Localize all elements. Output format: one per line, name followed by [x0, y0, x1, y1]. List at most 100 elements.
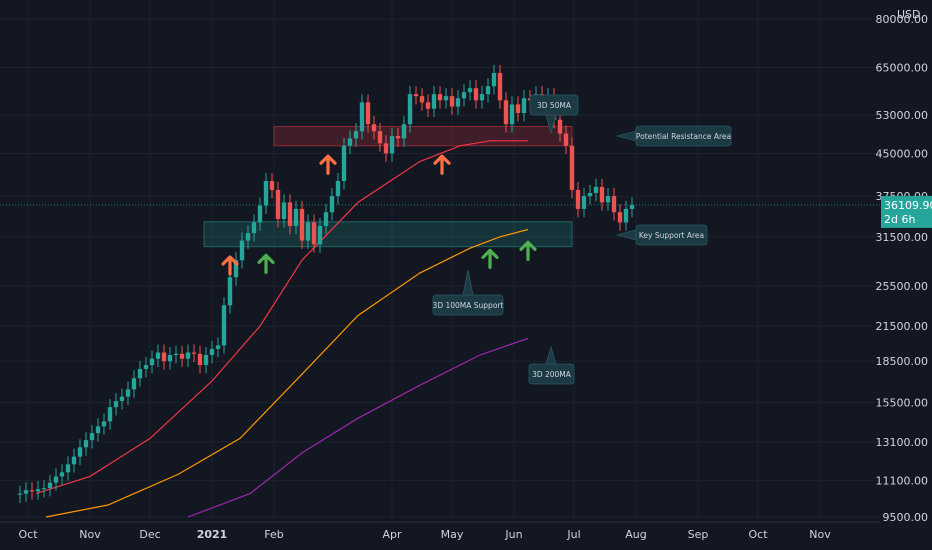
candle-body: [101, 421, 107, 427]
currency-label: USD: [897, 8, 921, 21]
callout-text: 3D 50MA: [537, 101, 572, 110]
candle-body: [59, 472, 65, 477]
candle-body: [311, 222, 317, 245]
candle-body: [611, 196, 617, 213]
candle-body: [509, 104, 515, 125]
candle-body: [515, 104, 521, 114]
arrow-up-icon: [257, 253, 275, 274]
price-tag-box: [881, 195, 932, 228]
x-axis[interactable]: Oct Nov Dec 2021 Feb Apr May Jun Jul Aug Sep Oct Nov: [0, 521, 880, 541]
arrow-up-icon: [319, 154, 337, 175]
candle-body: [455, 98, 461, 107]
y-tick-label: 25500.00: [876, 280, 929, 293]
y-tick-label: 13100.00: [876, 436, 929, 449]
x-tick-label: Feb: [264, 528, 283, 541]
candle-body: [149, 358, 155, 366]
candle-body: [521, 98, 527, 114]
candle-body: [323, 212, 329, 226]
candle-body: [575, 189, 581, 209]
candle-body: [587, 192, 593, 197]
candle-body: [185, 352, 191, 359]
candle-body: [179, 353, 185, 359]
callout-box: [635, 125, 732, 147]
candle-body: [623, 208, 629, 223]
candle-body: [377, 131, 383, 144]
candle-body: [191, 352, 197, 354]
x-tick-label: Oct: [748, 528, 768, 541]
candle-body: [257, 205, 263, 223]
candle-countdown: 2d 6h: [884, 213, 915, 226]
candle-body: [383, 143, 389, 154]
candle-body: [425, 102, 431, 109]
x-tick-label: May: [441, 528, 464, 541]
ma-line: [35, 140, 528, 495]
candle-body: [605, 196, 611, 203]
y-tick-label: 53000.00: [876, 109, 929, 122]
arrow-up-icon: [221, 255, 239, 276]
callout-box: [432, 294, 504, 316]
callout-box: [635, 224, 708, 246]
candle-body: [233, 260, 239, 278]
candle-body: [167, 354, 173, 362]
candle-body: [83, 440, 89, 448]
y-tick-label: 9500.00: [883, 511, 929, 524]
candle-body: [65, 464, 71, 473]
candle-body: [563, 133, 569, 146]
candle-body: [239, 240, 245, 261]
candle-body: [113, 401, 119, 408]
candle-body: [77, 447, 83, 457]
candle-body: [473, 88, 479, 101]
candle-body: [557, 119, 563, 134]
candle-body: [287, 202, 293, 226]
candle-body: [245, 233, 251, 241]
candle-body: [71, 456, 77, 465]
candle-body: [221, 305, 227, 346]
candle-body: [143, 365, 149, 369]
candle-body: [359, 102, 365, 132]
candle-body: [209, 348, 215, 355]
candle-body: [95, 426, 101, 434]
candle-body: [449, 96, 455, 107]
resistance_area-callout: Potential Resistance Area: [615, 125, 732, 147]
ma-line: [187, 337, 529, 518]
candle-body: [599, 186, 605, 203]
x-tick-label: Oct: [18, 528, 38, 541]
candle-body: [395, 135, 401, 139]
candle-body: [401, 124, 407, 139]
y-tick-label: 65000.00: [876, 62, 929, 75]
y-axis[interactable]: 9500.00 11100.00 13100.00 15500.00 18500.00 2…: [876, 13, 929, 524]
support-zone: [203, 221, 573, 248]
candle-body: [305, 222, 311, 241]
moving-averages: [35, 140, 529, 518]
candle-body: [341, 145, 347, 182]
y-tick-label: 80000.00: [876, 13, 929, 26]
candle-body: [269, 181, 275, 190]
candle-body: [593, 186, 599, 193]
x-tick-label: Apr: [382, 528, 402, 541]
candle-body: [413, 94, 419, 97]
candle-body: [419, 96, 425, 103]
candle-body: [161, 352, 167, 362]
callout-text: Potential Resistance Area: [636, 132, 731, 141]
candle-body: [347, 138, 353, 146]
candle-body: [365, 102, 371, 125]
candle-body: [497, 72, 503, 101]
candle-body: [407, 94, 413, 125]
grid: [0, 0, 880, 520]
candle-body: [173, 353, 179, 355]
candle-body: [23, 490, 29, 494]
candle-body: [491, 72, 497, 87]
candle-body: [251, 222, 257, 234]
candle-body: [17, 493, 23, 495]
ma-line: [45, 228, 529, 518]
x-tick-label: Jun: [504, 528, 522, 541]
candle-body: [503, 100, 509, 125]
arrow-up-icon: [433, 154, 451, 175]
candle-body: [617, 212, 623, 223]
candle-body: [131, 378, 137, 390]
candle-body: [467, 88, 473, 93]
y-tick-label: 45000.00: [876, 147, 929, 160]
x-tick-label: 2021: [197, 528, 228, 541]
candle-body: [119, 396, 125, 402]
